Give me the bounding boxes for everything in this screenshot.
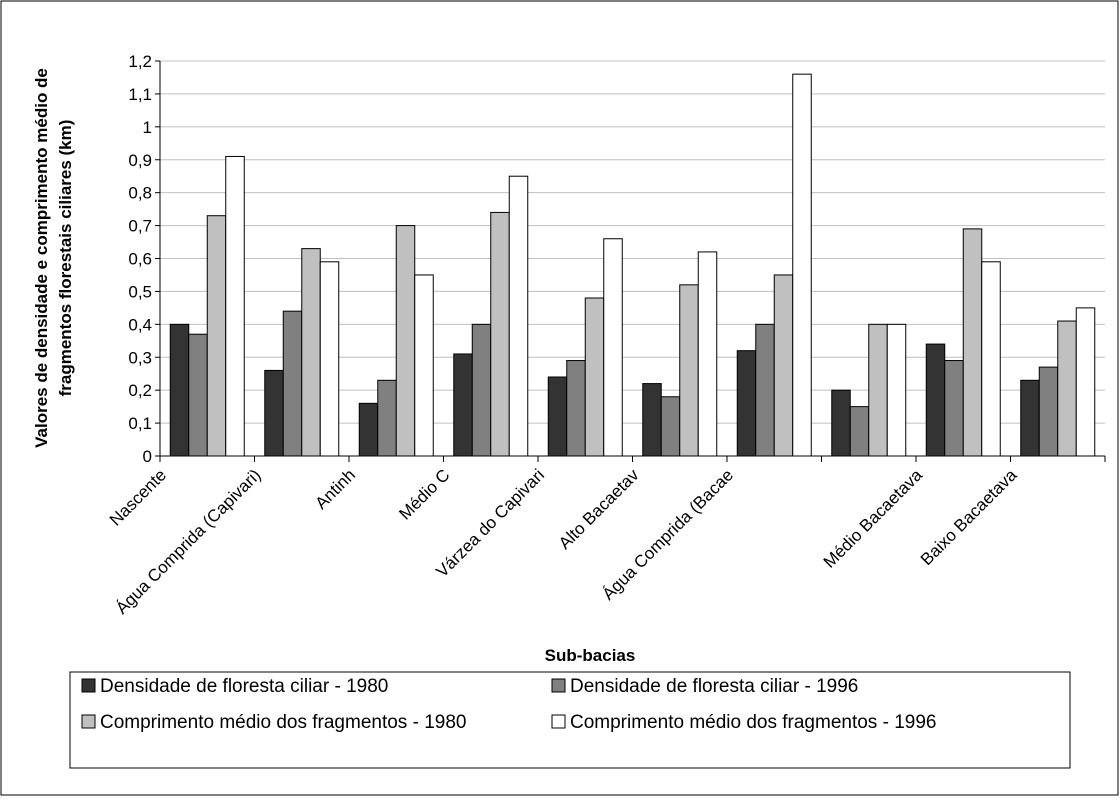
bar — [868, 323, 888, 457]
legend-swatch — [551, 678, 566, 693]
y-tick-label: 1,1 — [128, 85, 152, 104]
y-tick-label: 0,7 — [128, 217, 152, 236]
bar — [736, 350, 757, 457]
bar — [1020, 379, 1040, 457]
bar — [981, 261, 1001, 457]
bar — [697, 251, 718, 457]
legend-swatch — [81, 714, 96, 729]
bar — [282, 310, 303, 457]
y-axis-title-line: Valores de densidade e comprimento médio… — [32, 68, 51, 448]
y-tick-label: 1 — [143, 118, 152, 137]
bar — [1038, 366, 1059, 457]
legend-swatch — [551, 714, 566, 729]
bar — [642, 383, 662, 457]
bar — [660, 396, 681, 457]
y-tick-label: 0,5 — [128, 282, 152, 301]
bar — [773, 274, 794, 457]
bar — [471, 323, 492, 457]
y-tick-label: 1,2 — [128, 52, 152, 71]
bar — [679, 284, 699, 457]
legend-label: Densidade de floresta ciliar - 1996 — [570, 676, 858, 697]
legend-label: Comprimento médio dos fragmentos - 1996 — [570, 712, 936, 733]
bar — [301, 248, 321, 457]
bar — [395, 225, 416, 457]
y-axis-title: Valores de densidade e comprimento médio… — [32, 68, 75, 448]
bar — [566, 360, 586, 457]
bar — [414, 274, 434, 457]
bar — [453, 353, 473, 457]
bar — [962, 228, 983, 457]
bar — [169, 323, 190, 457]
bar — [886, 323, 907, 457]
bar — [792, 73, 812, 457]
bar — [1075, 307, 1096, 457]
bar — [831, 389, 851, 457]
y-tick-label: 0,6 — [128, 250, 152, 269]
bar — [225, 155, 245, 457]
legend-label: Comprimento médio dos fragmentos - 1980 — [100, 712, 466, 733]
bar — [755, 323, 775, 457]
bar — [188, 333, 208, 457]
legend-swatch — [81, 678, 96, 693]
y-tick-label: 0,9 — [128, 151, 152, 170]
y-tick-label: 0,8 — [128, 184, 152, 203]
bar — [490, 211, 510, 457]
bar — [377, 379, 397, 457]
bar — [319, 261, 340, 457]
bar — [1057, 320, 1077, 457]
bar — [206, 215, 227, 457]
bar — [925, 343, 946, 457]
bar — [547, 376, 568, 457]
legend-box — [69, 671, 1071, 769]
bar — [358, 402, 379, 457]
bar — [584, 297, 605, 457]
y-tick-label: 0,1 — [128, 414, 152, 433]
y-tick-label: 0,2 — [128, 381, 152, 400]
y-tick-label: 0,3 — [128, 348, 152, 367]
bar — [508, 175, 529, 457]
bar — [944, 360, 964, 457]
bar — [264, 369, 284, 457]
legend-label: Densidade de floresta ciliar - 1980 — [100, 676, 388, 697]
y-tick-label: 0 — [143, 447, 152, 466]
y-axis-title-line: fragmentos florestais ciliares (km) — [56, 120, 75, 397]
y-tick-label: 0,4 — [128, 315, 152, 334]
bar — [849, 406, 870, 457]
bar — [603, 238, 623, 457]
x-axis-title: Sub-bacias — [545, 646, 636, 665]
